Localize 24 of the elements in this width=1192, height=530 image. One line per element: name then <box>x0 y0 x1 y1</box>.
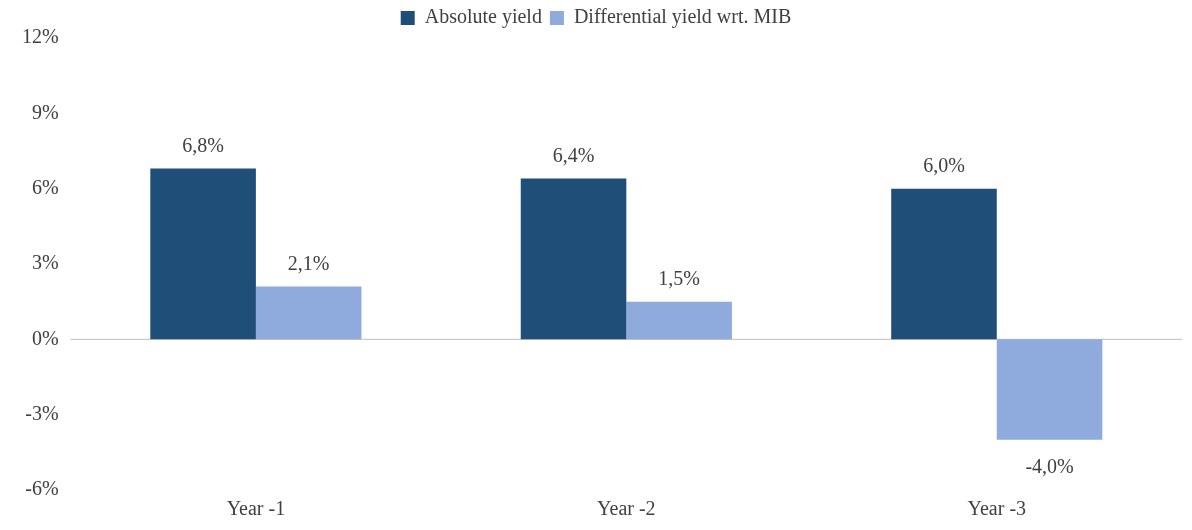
x-tick-label: Year -3 <box>967 497 1027 520</box>
data-label: 6,8% <box>182 133 224 156</box>
y-tick-label: 3% <box>31 251 59 274</box>
bar <box>255 286 362 340</box>
legend-label: Absolute yield <box>424 5 542 29</box>
y-tick-label: 6% <box>31 175 59 198</box>
data-label: 2,1% <box>287 251 330 274</box>
y-tick-label: 0% <box>31 326 59 349</box>
y-tick-label: 9% <box>31 100 59 123</box>
data-label: 1,5% <box>658 266 700 289</box>
x-tick-label: Year -2 <box>597 497 656 520</box>
y-tick-label: -3% <box>25 401 59 424</box>
bar <box>626 301 732 340</box>
bar <box>891 188 997 340</box>
bar <box>520 178 627 340</box>
y-tick-label: 12% <box>21 25 59 48</box>
legend-label: Differential yield wrt. MIB <box>573 5 792 29</box>
bar <box>150 168 256 340</box>
data-label: 6,4% <box>552 143 595 166</box>
y-tick-label: -6% <box>25 477 59 500</box>
bar <box>996 339 1103 440</box>
x-tick-label: Year -1 <box>226 497 286 520</box>
data-label: -4,0% <box>1025 455 1074 478</box>
data-label: 6,0% <box>923 153 965 176</box>
